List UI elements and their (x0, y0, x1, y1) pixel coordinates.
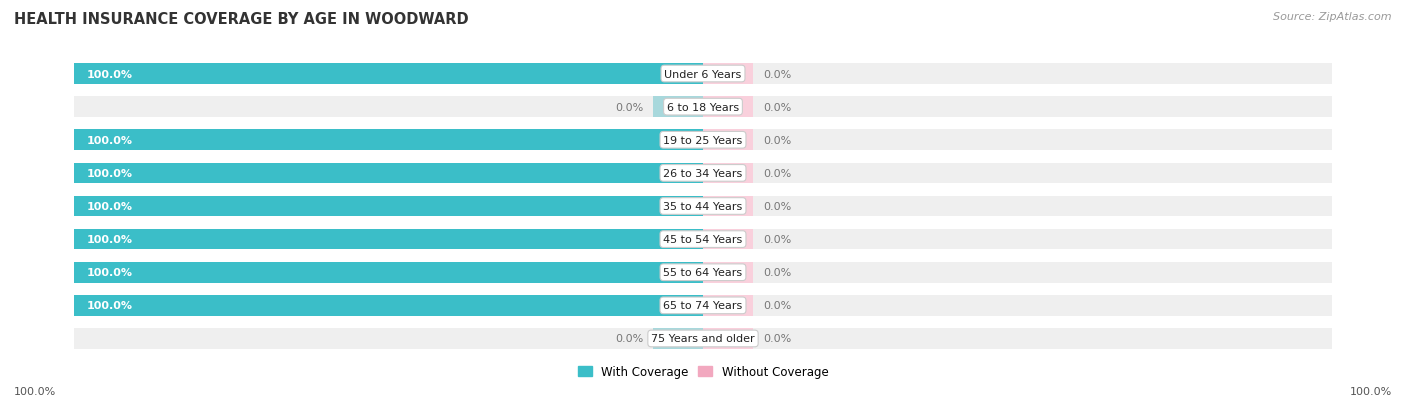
Bar (73, 163, 703, 184)
Bar (73, 229, 703, 250)
Bar (703, 196, 1333, 217)
Text: 100.0%: 100.0% (86, 202, 132, 211)
Bar (703, 97, 754, 118)
Bar (73, 64, 703, 85)
Text: 55 to 64 Years: 55 to 64 Years (664, 268, 742, 278)
Bar (703, 163, 754, 184)
Bar (73, 262, 703, 283)
Text: Under 6 Years: Under 6 Years (665, 69, 741, 79)
Text: 100.0%: 100.0% (86, 169, 132, 178)
Text: 0.0%: 0.0% (763, 301, 792, 311)
Text: 0.0%: 0.0% (763, 69, 792, 79)
Text: 0.0%: 0.0% (614, 334, 643, 344)
Text: 100.0%: 100.0% (86, 69, 132, 79)
Text: 19 to 25 Years: 19 to 25 Years (664, 135, 742, 145)
Bar (73, 163, 703, 184)
Legend: With Coverage, Without Coverage: With Coverage, Without Coverage (572, 360, 834, 383)
Bar (73, 328, 703, 349)
Text: 26 to 34 Years: 26 to 34 Years (664, 169, 742, 178)
Bar (73, 196, 703, 217)
Text: 0.0%: 0.0% (614, 102, 643, 112)
Bar (73, 97, 703, 118)
Text: 0.0%: 0.0% (763, 202, 792, 211)
Text: 0.0%: 0.0% (763, 135, 792, 145)
Bar (703, 295, 754, 316)
Text: 100.0%: 100.0% (86, 301, 132, 311)
Text: 100.0%: 100.0% (86, 235, 132, 244)
Bar (703, 196, 754, 217)
Text: 45 to 54 Years: 45 to 54 Years (664, 235, 742, 244)
Text: 0.0%: 0.0% (763, 102, 792, 112)
Text: 6 to 18 Years: 6 to 18 Years (666, 102, 740, 112)
Text: 0.0%: 0.0% (763, 268, 792, 278)
Text: 65 to 74 Years: 65 to 74 Years (664, 301, 742, 311)
Text: 100.0%: 100.0% (1350, 387, 1392, 396)
Bar (73, 196, 703, 217)
Text: 100.0%: 100.0% (86, 268, 132, 278)
Bar (703, 130, 754, 151)
Bar (703, 163, 1333, 184)
Bar (703, 64, 754, 85)
Text: 35 to 44 Years: 35 to 44 Years (664, 202, 742, 211)
Bar (73, 262, 703, 283)
Text: 0.0%: 0.0% (763, 169, 792, 178)
Bar (652, 328, 703, 349)
Text: 100.0%: 100.0% (86, 135, 132, 145)
Text: 0.0%: 0.0% (763, 334, 792, 344)
Text: 75 Years and older: 75 Years and older (651, 334, 755, 344)
Bar (73, 130, 703, 151)
Bar (73, 295, 703, 316)
Bar (703, 328, 754, 349)
Text: Source: ZipAtlas.com: Source: ZipAtlas.com (1274, 12, 1392, 22)
Bar (703, 130, 1333, 151)
Bar (703, 262, 1333, 283)
Bar (703, 97, 1333, 118)
Text: 0.0%: 0.0% (763, 235, 792, 244)
Bar (703, 262, 754, 283)
Bar (652, 97, 703, 118)
Bar (73, 229, 703, 250)
Bar (73, 64, 703, 85)
Bar (703, 328, 1333, 349)
Text: HEALTH INSURANCE COVERAGE BY AGE IN WOODWARD: HEALTH INSURANCE COVERAGE BY AGE IN WOOD… (14, 12, 468, 27)
Bar (703, 229, 754, 250)
Text: 100.0%: 100.0% (14, 387, 56, 396)
Bar (703, 64, 1333, 85)
Bar (73, 295, 703, 316)
Bar (73, 130, 703, 151)
Bar (703, 229, 1333, 250)
Bar (703, 295, 1333, 316)
